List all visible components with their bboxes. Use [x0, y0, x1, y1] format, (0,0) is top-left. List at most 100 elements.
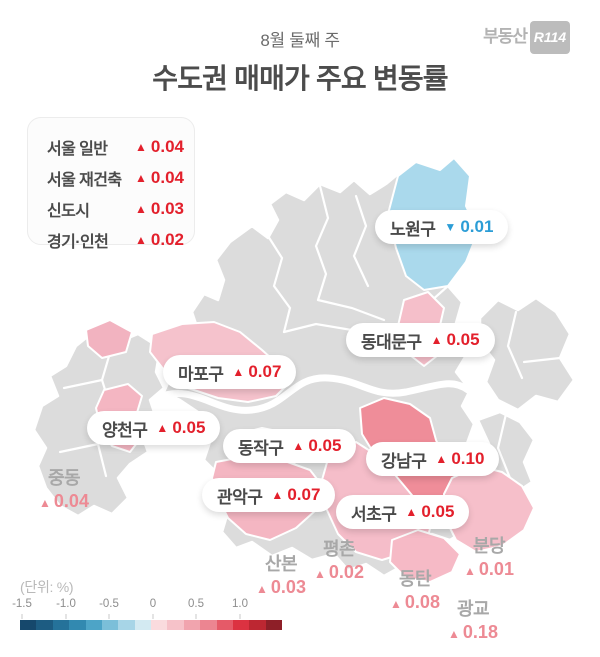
- district-border-line: [314, 184, 330, 302]
- summary-number: 0.04: [150, 167, 184, 187]
- summary-value: ▲ 0.04: [135, 168, 184, 188]
- scale-tick-label: 1.0: [232, 598, 248, 610]
- district-name: 노원구: [390, 219, 436, 239]
- district-pill-gwanak: 관악구 ▲ 0.07: [202, 478, 336, 512]
- district-border-line: [496, 412, 512, 480]
- satellite-value: ▲ 0.02: [302, 562, 376, 584]
- up-triangle-icon: ▲: [135, 232, 147, 247]
- district-border-line: [62, 378, 104, 390]
- scale-tick-mark: [108, 614, 110, 619]
- district-value: ▲ 0.07: [271, 485, 320, 505]
- district-value: ▲ 0.05: [431, 330, 480, 350]
- summary-label: 신도시: [47, 202, 90, 220]
- up-triangle-icon: ▲: [448, 627, 460, 641]
- satellite-value: ▲ 0.01: [452, 559, 526, 581]
- district-border-line: [522, 356, 562, 364]
- color-scale-segment: [183, 620, 201, 630]
- district-value: ▲ 0.05: [405, 502, 454, 522]
- color-scale-segment: [265, 620, 282, 630]
- up-triangle-icon: ▲: [271, 488, 284, 502]
- color-scale-segment: [249, 620, 266, 630]
- scale-tick-mark: [239, 614, 241, 619]
- scale-tick-mark: [195, 614, 197, 619]
- summary-number: 0.03: [150, 198, 184, 218]
- up-triangle-icon: ▲: [156, 421, 169, 435]
- satellite-label-pyeongchon: 평촌 ▲ 0.02: [302, 539, 376, 584]
- report-week-subtitle: 8월 둘째 주: [260, 31, 340, 50]
- scale-tick-mark: [152, 614, 154, 619]
- summary-row-newtown: 신도시 ▲ 0.03: [47, 193, 194, 224]
- up-triangle-icon: ▲: [256, 582, 268, 596]
- district-name: 동대문구: [361, 332, 422, 352]
- district-name: 강남구: [381, 451, 427, 471]
- satellite-value: ▲ 0.03: [244, 577, 318, 599]
- district-pill-dongjak: 동작구 ▲ 0.05: [223, 429, 357, 463]
- color-scale-segment: [167, 620, 184, 630]
- color-scale-segment: [36, 620, 53, 630]
- summary-value: ▲ 0.04: [135, 137, 184, 157]
- scale-tick-mark: [65, 614, 67, 619]
- district-name: 서초구: [351, 504, 397, 524]
- satellite-number: 0.02: [328, 562, 364, 582]
- district-number: 0.07: [248, 362, 282, 381]
- district-pill-seocho: 서초구 ▲ 0.05: [336, 495, 470, 529]
- color-scale-segment: [216, 620, 233, 630]
- summary-value: ▲ 0.02: [135, 230, 184, 250]
- up-triangle-icon: ▲: [39, 496, 51, 510]
- district-value: ▲ 0.10: [435, 449, 484, 469]
- up-triangle-icon: ▲: [314, 567, 326, 581]
- satellite-number: 0.18: [462, 622, 498, 642]
- color-scale: -1.5 -1.0 -0.5 0 0.5 1.0: [12, 598, 282, 632]
- satellite-name: 분당: [472, 536, 506, 556]
- satellite-value: ▲ 0.08: [378, 592, 452, 614]
- district-number: 0.10: [451, 449, 485, 468]
- satellite-name: 광교: [456, 599, 490, 619]
- color-scale-segment: [134, 620, 151, 630]
- summary-number: 0.04: [150, 136, 184, 156]
- up-triangle-icon: ▲: [292, 439, 305, 453]
- district-border-line: [316, 298, 386, 322]
- district-number: 0.05: [421, 502, 455, 521]
- district-pill-mapo: 마포구 ▲ 0.07: [163, 355, 297, 389]
- up-triangle-icon: ▲: [405, 505, 418, 519]
- down-triangle-icon: ▼: [444, 220, 457, 234]
- district-border-line: [506, 310, 524, 380]
- district-shape-dongtan: [389, 529, 461, 583]
- summary-label: 경기·인천: [47, 233, 109, 251]
- summary-label: 서울 재건축: [47, 171, 122, 189]
- district-shape-bupyeong: [85, 319, 133, 359]
- color-scale-segment: [85, 620, 102, 630]
- scale-tick-label: -1.0: [56, 598, 76, 610]
- up-triangle-icon: ▲: [135, 201, 147, 216]
- summary-row-gyeonggi-incheon: 경기·인천 ▲ 0.02: [47, 224, 194, 255]
- color-scale-segment: [200, 620, 217, 630]
- color-scale-bar: [20, 620, 282, 630]
- satellite-number: 0.08: [404, 592, 440, 612]
- unit-label: (단위: %): [20, 579, 74, 595]
- district-name: 양천구: [102, 420, 148, 440]
- satellite-name: 중동: [47, 468, 81, 488]
- satellite-label-sanbon: 산본 ▲ 0.03: [244, 554, 318, 599]
- district-number: 0.01: [460, 217, 494, 236]
- satellite-label-gwanggyo: 광교 ▲ 0.18: [436, 599, 510, 644]
- summary-row-seoul-general: 서울 일반 ▲ 0.04: [47, 131, 194, 162]
- color-scale-segment: [118, 620, 135, 630]
- district-pill-gangnam: 강남구 ▲ 0.10: [366, 442, 500, 476]
- satellite-label-bundang: 분당 ▲ 0.01: [452, 536, 526, 581]
- satellite-number: 0.04: [53, 491, 89, 511]
- scale-tick-label: 0.5: [188, 598, 204, 610]
- page-title: 수도권 매매가 주요 변동률: [152, 63, 448, 94]
- up-triangle-icon: ▲: [232, 365, 245, 379]
- district-border-line: [266, 234, 292, 334]
- map-landmass-east-north: [478, 296, 576, 412]
- district-value: ▲ 0.07: [232, 362, 281, 382]
- header: 8월 둘째 주 수도권 매매가 주요 변동률: [0, 26, 600, 97]
- up-triangle-icon: ▲: [390, 597, 402, 611]
- summary-panel: 서울 일반 ▲ 0.04 서울 재건축 ▲ 0.04 신도시 ▲ 0.03 경기·인천…: [27, 117, 195, 251]
- summary-row-seoul-rebuild: 서울 재건축 ▲ 0.04: [47, 162, 194, 193]
- district-name: 관악구: [217, 487, 263, 507]
- up-triangle-icon: ▲: [435, 452, 448, 466]
- satellite-number: 0.03: [270, 577, 306, 597]
- scale-tick-label: -0.5: [99, 598, 119, 610]
